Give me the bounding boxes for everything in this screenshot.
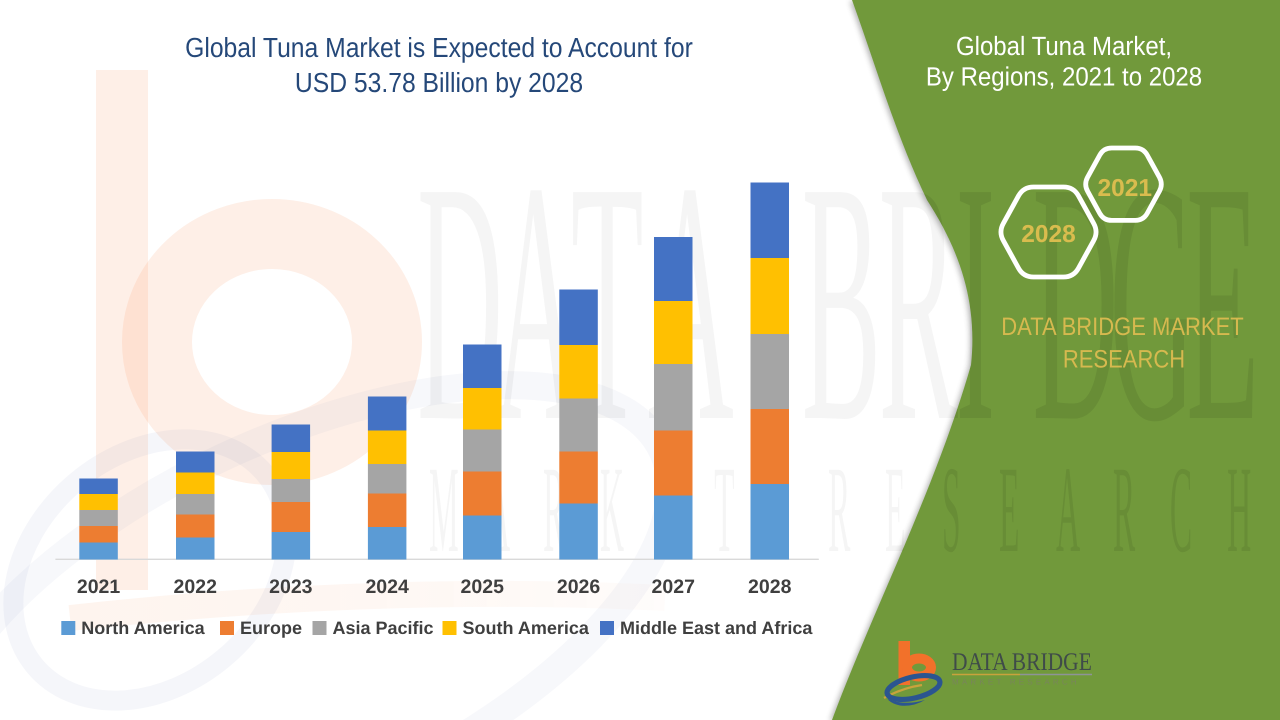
- svg-text:2021: 2021: [77, 576, 121, 598]
- svg-text:DATA BRIDGE MARKET: DATA BRIDGE MARKET: [1001, 312, 1243, 341]
- svg-text:Middle East and Africa: Middle East and Africa: [620, 618, 813, 638]
- svg-text:2021: 2021: [1098, 175, 1153, 202]
- svg-text:USD 53.78 Billion by 2028: USD 53.78 Billion by 2028: [295, 68, 583, 98]
- svg-text:2023: 2023: [269, 576, 313, 598]
- svg-text:MARKET RESEARCH: MARKET RESEARCH: [952, 678, 1080, 687]
- svg-text:Europe: Europe: [240, 618, 302, 638]
- svg-text:Asia Pacific: Asia Pacific: [333, 618, 434, 638]
- svg-text:2022: 2022: [174, 576, 218, 598]
- svg-text:North America: North America: [81, 618, 205, 638]
- svg-text:South America: South America: [463, 618, 590, 638]
- svg-text:Global Tuna Market,: Global Tuna Market,: [956, 32, 1172, 62]
- svg-text:2027: 2027: [652, 576, 695, 598]
- svg-text:By Regions, 2021 to 2028: By Regions, 2021 to 2028: [926, 62, 1202, 92]
- svg-text:2025: 2025: [461, 576, 505, 598]
- svg-text:2028: 2028: [748, 576, 792, 598]
- svg-text:2028: 2028: [1021, 221, 1076, 248]
- svg-text:2026: 2026: [557, 576, 601, 598]
- svg-text:2024: 2024: [365, 576, 409, 598]
- svg-text:DATA BRIDGE: DATA BRIDGE: [952, 648, 1092, 676]
- svg-text:Global Tuna Market is Expected: Global Tuna Market is Expected to Accoun…: [185, 33, 693, 63]
- svg-text:RESEARCH: RESEARCH: [1063, 345, 1185, 374]
